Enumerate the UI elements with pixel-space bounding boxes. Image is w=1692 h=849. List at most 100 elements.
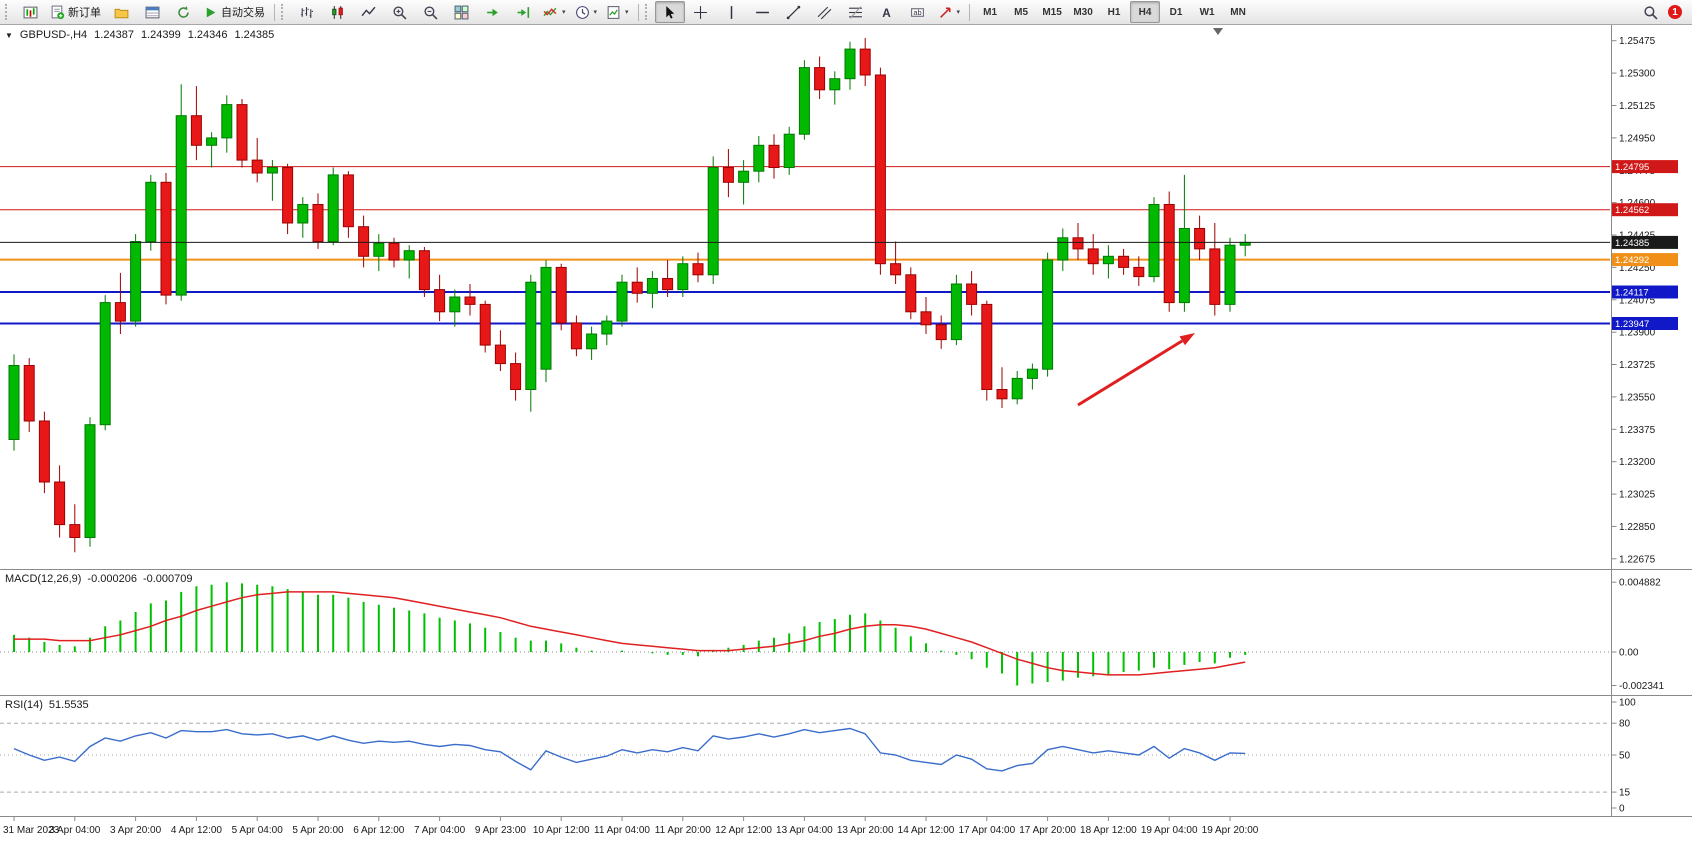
svg-text:50: 50 [1619, 751, 1631, 762]
time-label: 9 Apr 23:00 [475, 825, 527, 836]
rsi-line [13, 727, 1246, 772]
candle [342, 174, 354, 228]
new-chart-button[interactable] [15, 1, 45, 23]
text-label-button[interactable]: ab [903, 1, 933, 23]
candle [1163, 204, 1175, 304]
candle [1148, 204, 1160, 278]
candle [99, 302, 111, 426]
arrows-button[interactable]: ▾ [934, 1, 965, 23]
candle [662, 278, 674, 291]
time-label: 11 Apr 20:00 [655, 825, 711, 836]
candle [358, 226, 370, 257]
candle [38, 420, 50, 483]
horizontal-line-button[interactable] [748, 1, 778, 23]
trend-arrow-annotation[interactable] [1077, 333, 1195, 407]
chart-shift-marker[interactable] [1213, 28, 1223, 35]
time-label: 5 Apr 20:00 [292, 825, 344, 836]
candle [8, 365, 20, 440]
timeframe-m30-button[interactable]: M30 [1073, 6, 1093, 18]
candle [434, 289, 446, 313]
timeframe-h4-button[interactable]: H4 [1130, 1, 1161, 23]
svg-text:0.004882: 0.004882 [1619, 578, 1661, 589]
svg-text:1.22850: 1.22850 [1619, 522, 1656, 533]
cursor-button[interactable] [654, 1, 685, 23]
new-order-button[interactable]: 新订单 [46, 1, 105, 23]
chart-shift-icon [517, 6, 529, 18]
candle [859, 48, 871, 76]
candle [692, 263, 704, 276]
svg-text:1.24795: 1.24795 [1615, 162, 1649, 173]
macd-canvas[interactable]: 0.004882 0.00 -0.002341 [0, 570, 1692, 695]
trendline-button[interactable] [779, 1, 809, 23]
indicators-icon [543, 7, 557, 16]
timeframe-m5-button[interactable]: M5 [1014, 6, 1029, 18]
chart-shift-button[interactable] [508, 1, 538, 23]
periods-button[interactable]: ▾ [571, 1, 602, 23]
time-axis[interactable]: 31 Mar 2023 3 Apr 04:00 3 Apr 20:00 4 Apr 1… [0, 816, 1692, 849]
timeframe-m15-button[interactable]: M15 [1042, 6, 1062, 18]
candle [206, 137, 218, 146]
timeframe-mn-button[interactable]: MN [1230, 6, 1246, 18]
time-label: 7 Apr 04:00 [414, 825, 466, 836]
candle [1102, 255, 1114, 265]
main-chart-panel[interactable]: 1.254751.253001.251251.249501.247751.246… [0, 25, 1692, 569]
candle [388, 242, 400, 261]
candle [586, 333, 598, 350]
timeframe-d1-button[interactable]: D1 [1169, 6, 1183, 18]
templates-button[interactable]: ▾ [602, 1, 633, 23]
notification-badge[interactable]: 1 [1668, 5, 1682, 19]
zoom-in-button[interactable] [384, 1, 414, 23]
search-button[interactable] [1635, 1, 1665, 23]
timeframe-w1-button[interactable]: W1 [1199, 6, 1215, 18]
search-icon [1643, 5, 1658, 20]
timeframe-h1-button[interactable]: H1 [1107, 6, 1121, 18]
candle [722, 167, 734, 183]
text-button[interactable]: A [872, 1, 902, 23]
candle [510, 363, 522, 391]
line-chart-button[interactable] [353, 1, 383, 23]
toolbar-grip[interactable] [5, 4, 11, 20]
equidistant-channel-button[interactable] [810, 1, 840, 23]
candle [1042, 259, 1054, 370]
candle [996, 389, 1008, 400]
candle [707, 167, 719, 276]
svg-text:1.25125: 1.25125 [1619, 101, 1656, 112]
svg-text:1.23725: 1.23725 [1619, 360, 1656, 371]
indicators-button[interactable]: ▾ [539, 1, 570, 23]
zoom-out-button[interactable] [415, 1, 445, 23]
periods-icon [575, 5, 589, 19]
auto-trading-label: 自动交易 [221, 7, 265, 19]
toolbar-separator [274, 3, 275, 21]
svg-text:1.23025: 1.23025 [1619, 490, 1656, 501]
market-watch-button[interactable] [137, 1, 167, 23]
refresh-button[interactable] [168, 1, 198, 23]
auto-scroll-button[interactable] [477, 1, 507, 23]
vertical-line-button[interactable] [717, 1, 747, 23]
rsi-canvas[interactable]: 100 80 50 15 0 [0, 696, 1692, 816]
toolbar-grip[interactable] [644, 4, 651, 20]
svg-text:1.23200: 1.23200 [1619, 457, 1656, 468]
crosshair-icon [694, 5, 707, 19]
candle [829, 78, 841, 91]
svg-text:15: 15 [1619, 788, 1631, 799]
one-click-trading-toggle[interactable]: ▼ [5, 30, 13, 40]
macd-panel[interactable]: 0.004882 0.00 -0.002341 MACD(12,26,9) -0.0… [0, 569, 1692, 695]
candlestick-chart-button[interactable] [322, 1, 352, 23]
candle [540, 266, 552, 370]
main-chart-canvas[interactable]: 1.254751.253001.251251.249501.247751.246… [0, 25, 1692, 569]
fibonacci-button[interactable] [841, 1, 871, 23]
tile-windows-button[interactable] [446, 1, 476, 23]
crosshair-button[interactable] [686, 1, 716, 23]
candle [1011, 377, 1023, 400]
bar-chart-button[interactable] [291, 1, 321, 23]
auto-trading-button[interactable]: 自动交易 [199, 1, 269, 23]
trendline-icon [786, 5, 801, 19]
rsi-panel[interactable]: 100 80 50 15 0 RSI(14) 51.5535 [0, 695, 1692, 816]
profiles-button[interactable] [106, 1, 136, 23]
price-scale[interactable] [1612, 25, 1692, 569]
toolbar-grip[interactable] [281, 4, 287, 20]
timeframe-m1-button[interactable]: M1 [983, 6, 998, 18]
time-label: 4 Apr 12:00 [171, 825, 223, 836]
candle [570, 322, 582, 350]
